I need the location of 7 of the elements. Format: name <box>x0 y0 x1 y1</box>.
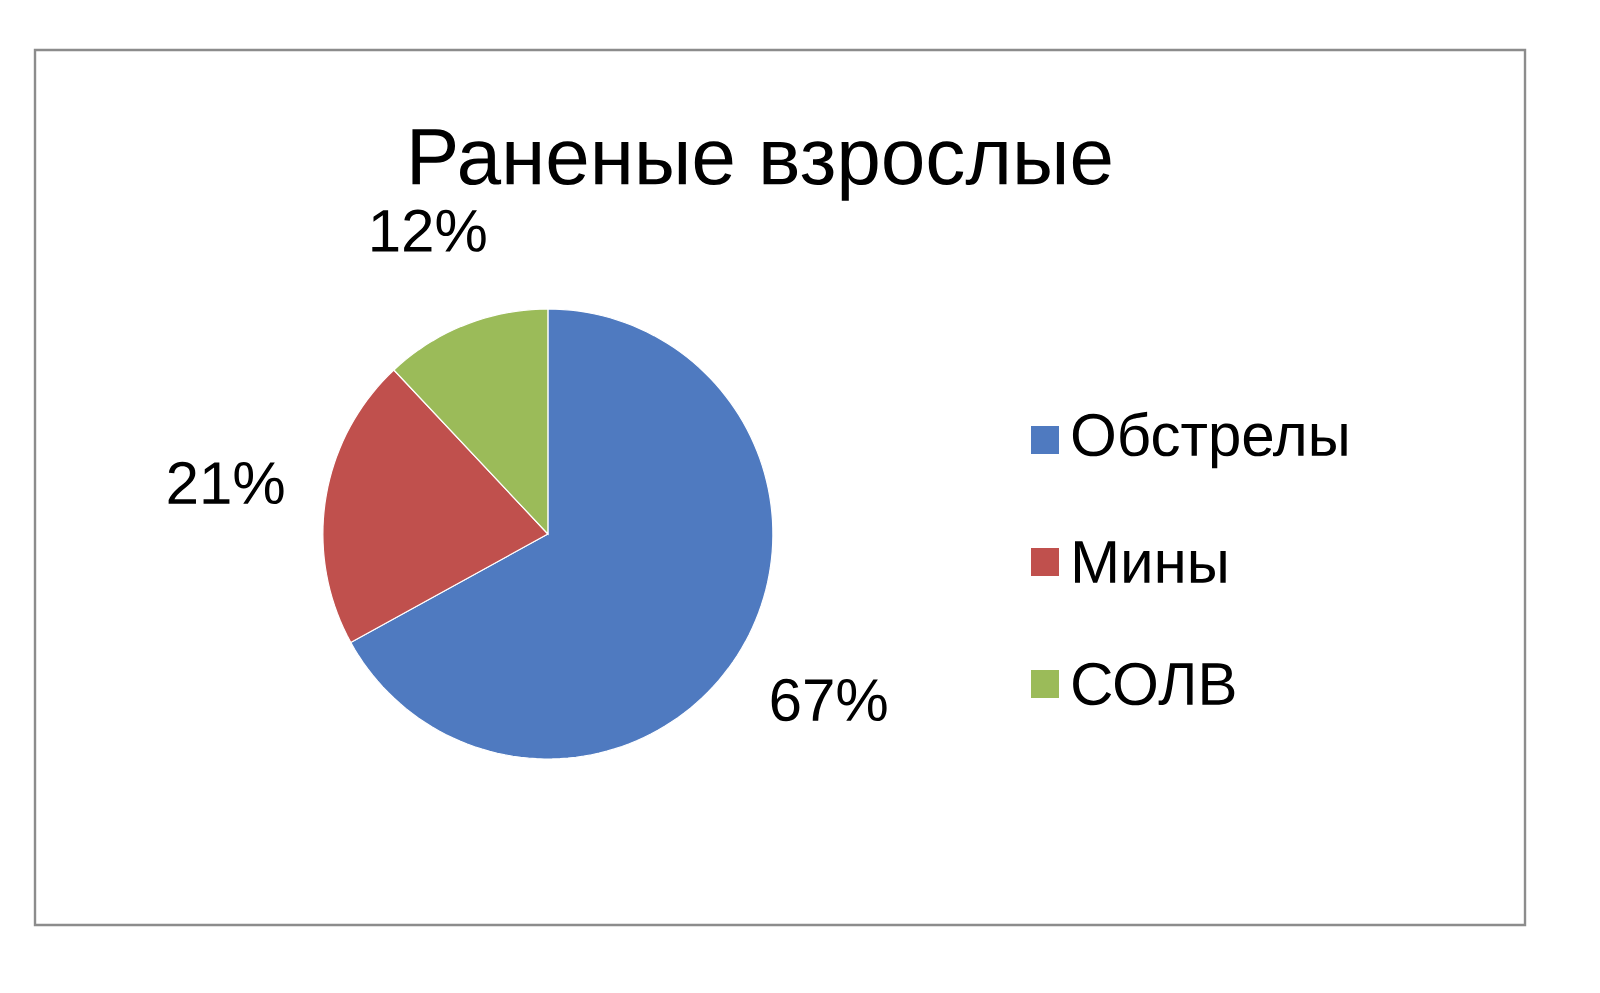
legend-label: Мины <box>1075 541 1226 583</box>
data-label: 12% <box>372 209 486 252</box>
chart-title: Раненые взрослые <box>412 129 1111 201</box>
legend-label: Обстрелы <box>1072 411 1347 469</box>
data-label: 67% <box>771 678 887 722</box>
data-label: 21% <box>168 461 284 505</box>
legend-label: СОЛВ <box>1073 662 1235 706</box>
